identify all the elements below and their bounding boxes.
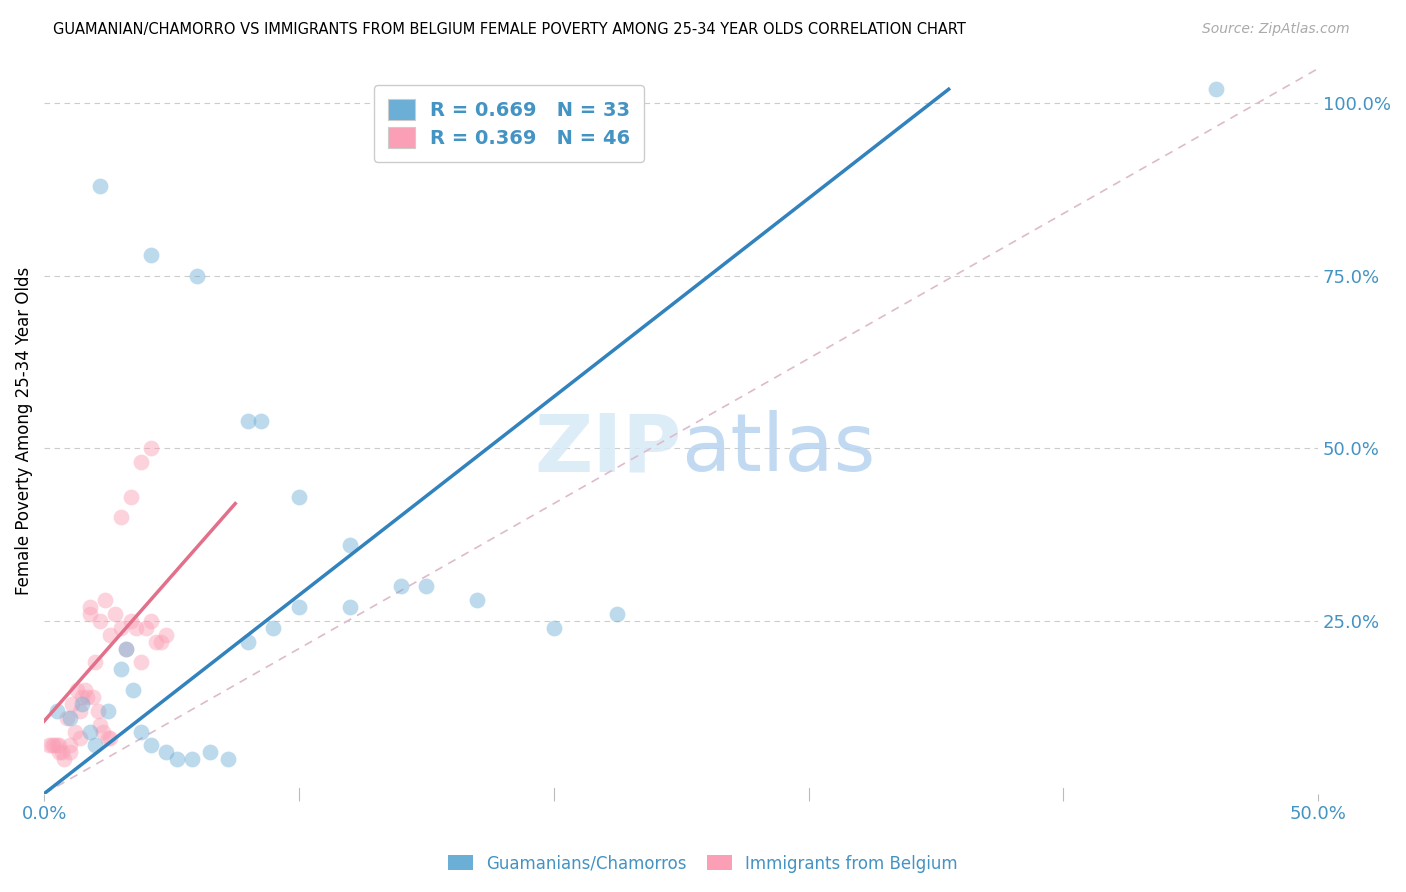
Point [58,711,80,725]
Point [53,752,76,766]
Point [79,724,101,739]
Point [139,739,162,753]
Point [41,739,63,753]
Point [89,717,111,731]
Point [288,600,311,615]
Point [86,704,108,718]
Text: GUAMANIAN/CHAMORRO VS IMMIGRANTS FROM BELGIUM FEMALE POVERTY AMONG 25-34 YEAR OL: GUAMANIAN/CHAMORRO VS IMMIGRANTS FROM BE… [53,22,966,37]
Point [58,739,80,753]
Point [262,621,284,635]
Point [415,579,437,593]
Point [249,414,271,428]
Legend: Guamanians/Chamorros, Immigrants from Belgium: Guamanians/Chamorros, Immigrants from Be… [441,848,965,880]
Point [69,731,91,746]
Point [198,745,221,759]
Point [48,739,70,753]
Point [72,697,94,711]
Point [389,579,412,593]
Point [125,621,148,635]
Point [66,683,89,698]
Point [60,697,83,711]
Point [94,593,117,607]
Point [97,731,120,746]
Point [288,490,311,504]
Point [236,414,259,428]
Point [76,690,98,704]
Point [38,739,60,753]
Point [135,621,157,635]
Point [58,745,80,759]
Point [69,704,91,718]
Point [186,268,208,283]
Point [89,614,111,628]
Point [606,607,628,621]
Point [91,724,114,739]
Point [48,745,70,759]
Point [98,628,121,642]
Point [139,248,162,262]
Point [145,634,167,648]
Y-axis label: Female Poverty Among 25-34 Year Olds: Female Poverty Among 25-34 Year Olds [15,267,32,595]
Point [139,614,162,628]
Point [104,607,127,621]
Point [73,683,96,698]
Legend: R = 0.669   N = 33, R = 0.369   N = 46: R = 0.669 N = 33, R = 0.369 N = 46 [374,86,644,162]
Text: atlas: atlas [681,410,876,488]
Point [339,600,361,615]
Point [110,510,132,524]
Point [84,656,107,670]
Point [98,731,121,746]
Point [155,745,177,759]
Point [51,745,73,759]
Point [543,621,565,635]
Point [155,628,177,642]
Point [236,634,259,648]
Text: ZIP: ZIP [534,410,681,488]
Point [45,704,67,718]
Point [110,662,132,676]
Point [120,614,142,628]
Point [84,739,107,753]
Point [45,739,67,753]
Text: Source: ZipAtlas.com: Source: ZipAtlas.com [1202,22,1350,37]
Point [79,600,101,615]
Point [339,538,361,552]
Point [217,752,239,766]
Point [79,607,101,621]
Point [122,683,145,698]
Point [89,178,111,193]
Point [1205,82,1227,96]
Point [139,442,162,456]
Point [465,593,488,607]
Point [129,724,152,739]
Point [63,724,86,739]
Point [120,490,142,504]
Point [44,739,66,753]
Point [129,455,152,469]
Point [114,641,136,656]
Point [166,752,188,766]
Point [72,690,94,704]
Point [114,641,136,656]
Point [180,752,202,766]
Point [82,690,104,704]
Point [129,656,152,670]
Point [150,634,173,648]
Point [97,704,120,718]
Point [110,621,132,635]
Point [56,711,79,725]
